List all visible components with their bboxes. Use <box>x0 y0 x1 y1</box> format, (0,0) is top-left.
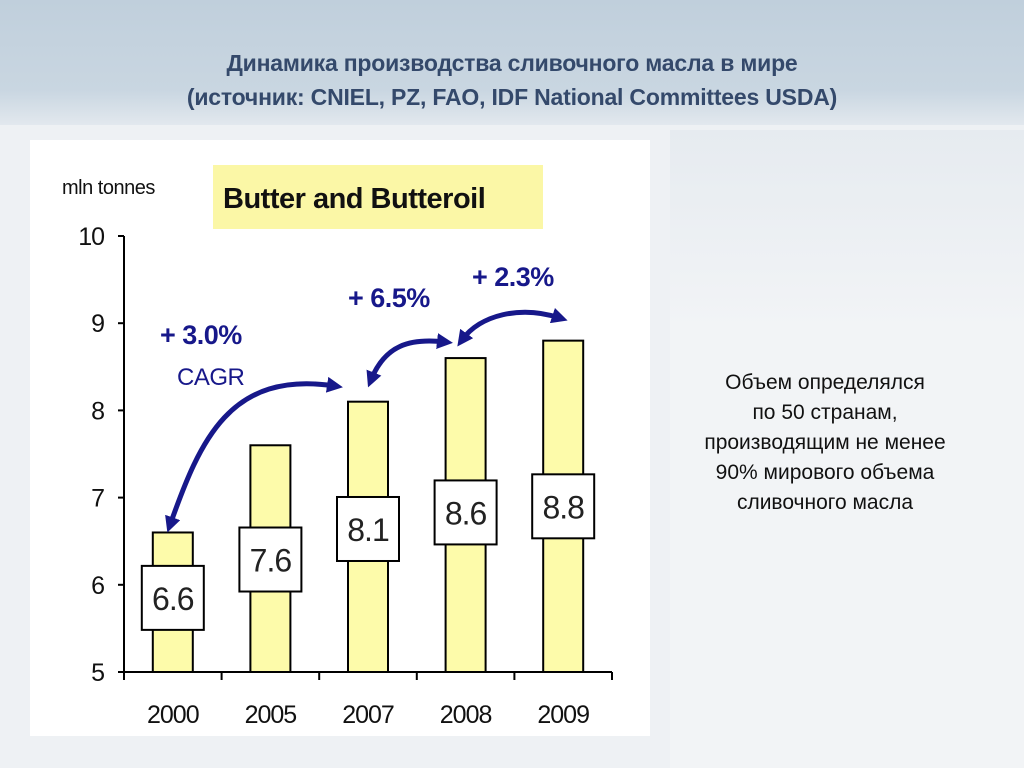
x-tick-label: 2009 <box>537 701 589 729</box>
y-axis-label: mln tonnes <box>62 177 155 199</box>
x-tick-label: 2000 <box>147 701 199 729</box>
y-tick-label: 7 <box>91 485 104 513</box>
chart-title: Butter and Butteroil <box>223 183 485 215</box>
x-tick-label: 2007 <box>342 701 394 729</box>
y-tick-label: 10 <box>78 223 104 251</box>
data-label: 7.6 <box>250 543 292 579</box>
data-label: 8.1 <box>347 512 389 548</box>
note-text: Объем определялся по 50 странам, произво… <box>640 368 1010 518</box>
data-label-box <box>531 473 596 540</box>
growth-annotation: + 6.5% <box>348 283 430 313</box>
note-line: производящим не менее <box>704 431 946 454</box>
growth-annotation: CAGR <box>177 364 245 391</box>
data-label-box <box>140 564 205 631</box>
y-tick-label: 6 <box>91 572 104 600</box>
data-label-box <box>433 479 498 546</box>
chart-title-background <box>213 165 543 229</box>
y-tick-label: 5 <box>91 659 104 687</box>
double-arrow <box>457 307 568 347</box>
double-arrow <box>366 333 453 388</box>
note-line: Объем определялся <box>725 371 925 394</box>
data-label-box <box>238 526 303 593</box>
note-line: 90% мирового объема <box>715 461 935 484</box>
data-label: 8.6 <box>445 495 487 531</box>
y-tick-label: 8 <box>91 397 104 425</box>
y-tick-label: 9 <box>91 310 104 338</box>
slide-title: Динамика производства сливочного масла в… <box>226 50 798 76</box>
growth-annotation: + 2.3% <box>472 262 554 292</box>
x-tick-label: 2008 <box>440 701 492 729</box>
data-label-box <box>336 495 400 562</box>
data-label: 6.6 <box>152 581 194 617</box>
slide-subtitle: (источник: CNIEL, PZ, FAO, IDF National … <box>186 84 838 110</box>
note-line: по 50 странам, <box>752 401 898 424</box>
background-band <box>670 130 1024 768</box>
x-tick-label: 2005 <box>245 701 297 729</box>
note-line: сливочного масла <box>736 491 914 514</box>
double-arrow <box>165 376 343 533</box>
growth-annotation: + 3.0% <box>160 320 242 350</box>
data-label: 8.8 <box>542 489 584 525</box>
